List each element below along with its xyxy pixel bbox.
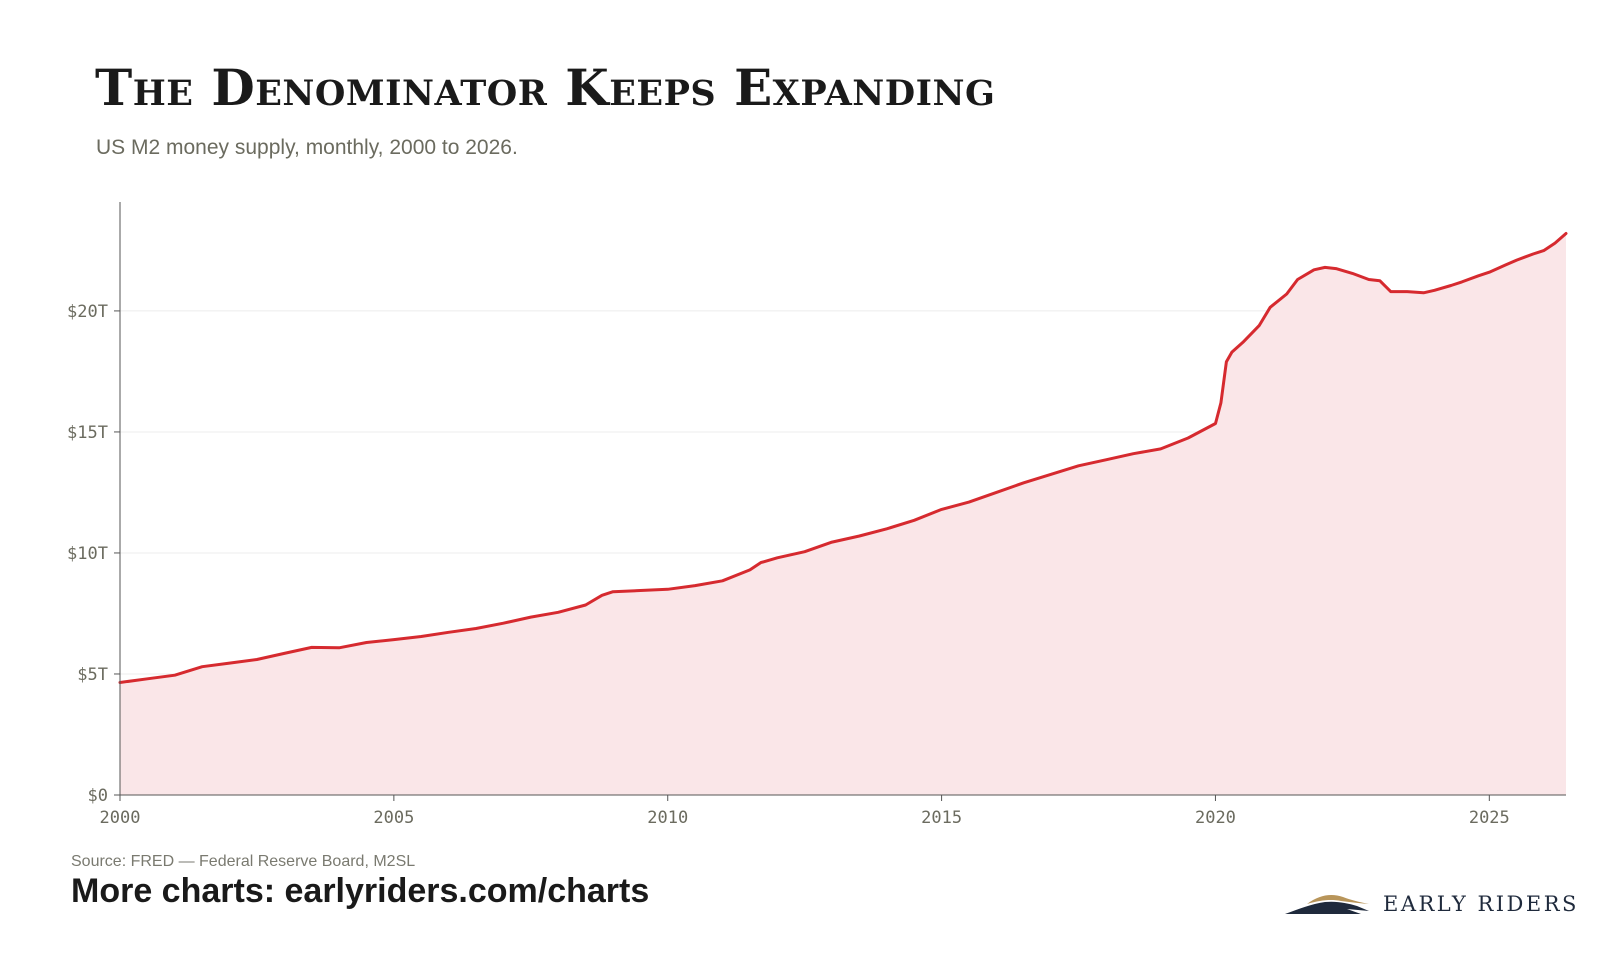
y-tick-label: $10T [67, 544, 108, 564]
mountain-logo-icon [1285, 895, 1369, 914]
y-tick-label: $20T [67, 302, 108, 322]
x-tick-label: 2005 [373, 808, 414, 828]
chart-title: The Denominator Keeps Expanding [95, 58, 996, 117]
y-tick-label: $0 [88, 786, 108, 806]
area-fill [120, 233, 1566, 795]
x-tick-label: 2010 [647, 808, 688, 828]
y-tick-label: $5T [77, 665, 108, 685]
x-tick-label: 2025 [1469, 808, 1510, 828]
source-note: Source: FRED — Federal Reserve Board, M2… [71, 853, 416, 870]
chart-subtitle: US M2 money supply, monthly, 2000 to 202… [96, 136, 518, 159]
x-tick-label: 2000 [100, 808, 141, 828]
series-line [118, 232, 1568, 684]
y-tick-label: $15T [67, 423, 108, 443]
x-tick-label: 2015 [921, 808, 962, 828]
more-charts-link[interactable]: More charts: earlyriders.com/charts [71, 872, 650, 910]
x-tick-label: 2020 [1195, 808, 1236, 828]
logo-text: EARLY RIDERS [1383, 892, 1579, 916]
early-riders-logo: EARLY RIDERS [1285, 888, 1585, 922]
